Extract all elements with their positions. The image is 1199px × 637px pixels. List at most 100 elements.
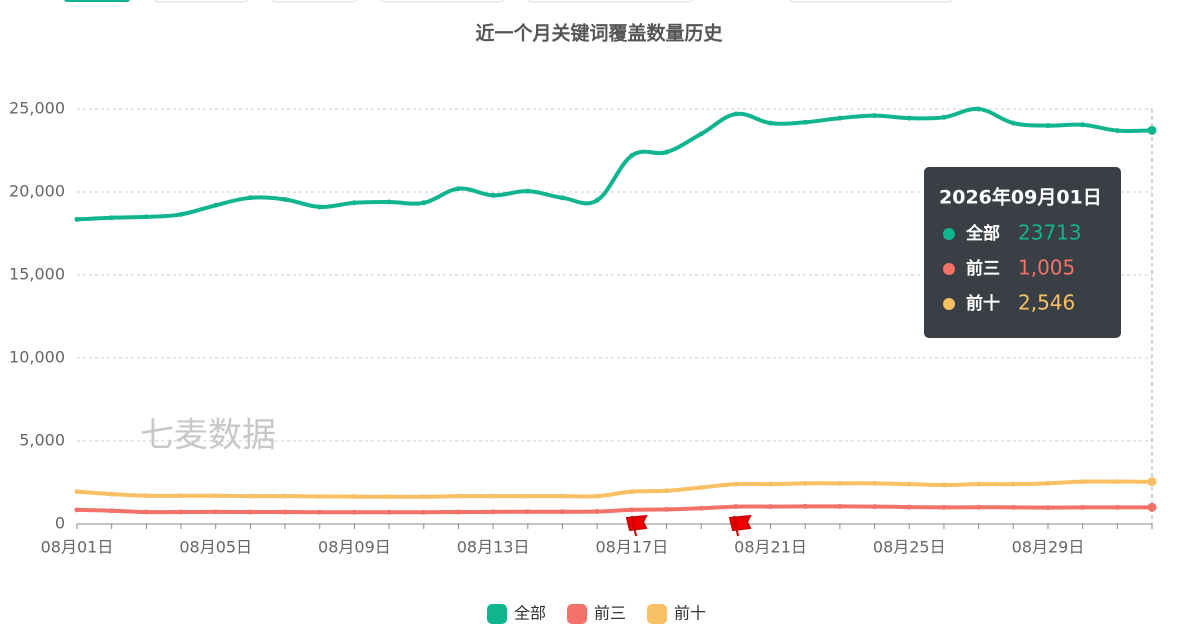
data-point xyxy=(733,111,739,117)
data-point xyxy=(421,494,427,500)
tooltip-marker xyxy=(943,298,955,310)
data-point xyxy=(872,113,878,119)
data-point xyxy=(1080,504,1086,510)
tab[interactable] xyxy=(380,0,504,3)
data-point xyxy=(629,489,635,495)
flag xyxy=(625,514,648,537)
data-point xyxy=(421,509,427,515)
data-point xyxy=(282,509,288,515)
data-point xyxy=(386,199,392,205)
data-point xyxy=(213,202,219,208)
data-point xyxy=(143,214,149,220)
data-point xyxy=(490,192,496,198)
data-point xyxy=(837,115,843,121)
data-point xyxy=(906,504,912,510)
y-tick-label: 25,000 xyxy=(9,99,65,118)
x-tick-label: 08月13日 xyxy=(457,538,530,557)
data-point xyxy=(1114,479,1120,485)
data-point xyxy=(1045,480,1051,486)
data-point xyxy=(1147,125,1157,135)
data-point xyxy=(525,188,531,194)
data-point xyxy=(976,481,982,487)
data-point xyxy=(213,509,219,515)
data-point xyxy=(351,200,357,206)
data-point xyxy=(906,481,912,487)
data-point xyxy=(1147,502,1157,512)
data-point xyxy=(74,216,80,222)
tooltip-name: 前十 xyxy=(966,293,1000,314)
data-point xyxy=(664,149,670,155)
legend-label: 前三 xyxy=(594,604,626,623)
data-point xyxy=(455,493,461,499)
y-tick-label: 15,000 xyxy=(9,265,65,284)
data-point xyxy=(74,489,80,495)
data-point xyxy=(1045,505,1051,511)
legend-label: 前十 xyxy=(674,604,706,623)
data-point xyxy=(143,493,149,499)
data-point xyxy=(351,509,357,515)
data-point xyxy=(317,509,323,515)
data-point xyxy=(664,488,670,494)
data-point xyxy=(421,200,427,206)
data-point xyxy=(1147,477,1157,487)
data-point xyxy=(247,195,253,201)
data-point xyxy=(109,215,115,221)
data-point xyxy=(872,504,878,510)
data-point xyxy=(976,504,982,510)
x-tick-label: 08月29日 xyxy=(1012,538,1085,557)
data-point xyxy=(490,493,496,499)
data-point xyxy=(941,482,947,488)
legend-swatch xyxy=(567,604,587,624)
tooltip-name: 全部 xyxy=(965,223,1000,244)
tooltip-box xyxy=(924,167,1121,338)
data-point xyxy=(213,493,219,499)
data-point xyxy=(733,504,739,510)
x-tick-label: 08月25日 xyxy=(873,538,946,557)
legend: 全部 前三 前十 xyxy=(487,604,706,624)
data-point xyxy=(1010,120,1016,126)
data-point xyxy=(906,115,912,121)
data-point xyxy=(1045,123,1051,129)
chart-title: 近一个月关键词覆盖数量历史 xyxy=(475,22,723,45)
data-point xyxy=(837,503,843,509)
data-point xyxy=(525,509,531,515)
legend-label: 全部 xyxy=(514,604,546,623)
data-point xyxy=(317,493,323,499)
data-point xyxy=(282,196,288,202)
data-point xyxy=(247,509,253,515)
data-point xyxy=(698,505,704,511)
tab[interactable] xyxy=(154,0,248,3)
data-point xyxy=(559,195,565,201)
tooltip-value: 1,005 xyxy=(1018,256,1075,280)
data-point xyxy=(455,509,461,515)
data-point xyxy=(317,204,323,210)
data-point xyxy=(802,119,808,125)
data-point xyxy=(733,481,739,487)
data-point xyxy=(976,106,982,112)
data-point xyxy=(1010,481,1016,487)
watermark: 七麦数据 xyxy=(140,416,276,456)
tab[interactable] xyxy=(527,0,693,3)
data-point xyxy=(629,152,635,158)
data-point xyxy=(351,494,357,500)
data-point xyxy=(941,504,947,510)
y-tick-label: 10,000 xyxy=(9,348,65,367)
data-point xyxy=(802,503,808,509)
tooltip-title: 2026年09月01日 xyxy=(939,186,1102,209)
tooltip-value: 23713 xyxy=(1018,221,1082,245)
tab[interactable] xyxy=(64,0,130,2)
tab[interactable] xyxy=(271,0,357,3)
data-point xyxy=(594,493,600,499)
data-point xyxy=(386,494,392,500)
data-point xyxy=(109,491,115,497)
data-point xyxy=(178,509,184,515)
data-point xyxy=(490,509,496,515)
data-point xyxy=(178,493,184,499)
tab[interactable] xyxy=(789,0,953,3)
data-point xyxy=(559,493,565,499)
data-point xyxy=(1114,128,1120,134)
data-point xyxy=(768,481,774,487)
x-tick-label: 08月21日 xyxy=(734,538,807,557)
tooltip-marker xyxy=(943,228,955,240)
